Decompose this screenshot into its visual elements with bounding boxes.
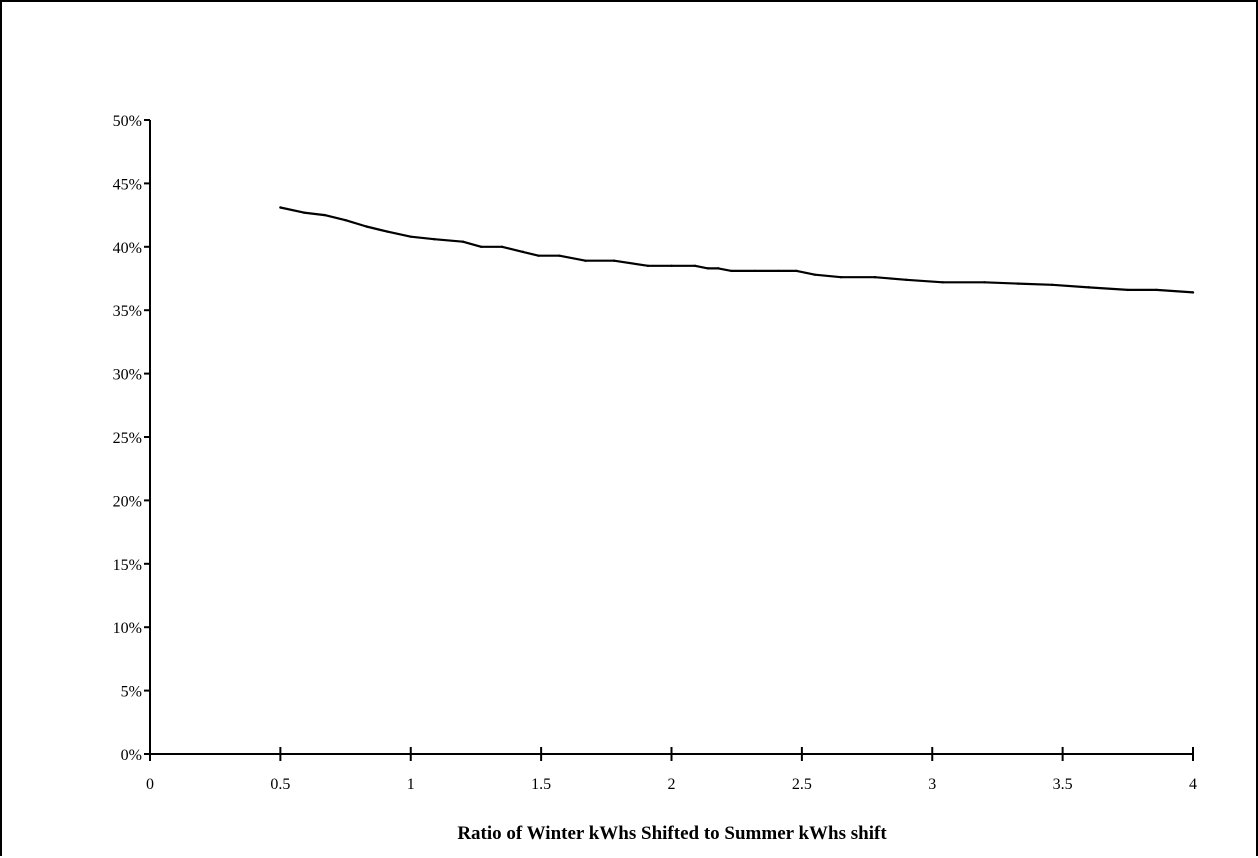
axes xyxy=(149,120,1193,755)
y-tick-label: 50% xyxy=(113,113,142,130)
data-point xyxy=(584,259,587,262)
data-point xyxy=(706,267,710,270)
y-tick-label: 25% xyxy=(113,430,142,447)
series-line xyxy=(280,206,1194,294)
data-point xyxy=(612,259,616,262)
data-point xyxy=(646,264,650,268)
data-point xyxy=(479,245,483,248)
data-point xyxy=(323,213,326,217)
y-tick-label: 40% xyxy=(113,240,142,257)
data-point xyxy=(365,225,368,228)
data-point xyxy=(1050,283,1054,287)
x-tick-label: 4 xyxy=(1189,776,1197,793)
data-point xyxy=(839,276,843,279)
data-point xyxy=(409,235,412,238)
data-point xyxy=(302,211,306,214)
data-point xyxy=(1191,291,1195,294)
y-tick-label: 35% xyxy=(113,303,142,320)
data-point xyxy=(279,206,282,209)
x-tick-label: 3 xyxy=(928,776,936,793)
data-point xyxy=(693,264,697,268)
data-point xyxy=(717,267,720,270)
y-tick-label: 10% xyxy=(113,620,142,637)
x-tick-label: 2.5 xyxy=(792,776,812,793)
data-point xyxy=(386,230,389,233)
data-point xyxy=(1017,282,1020,285)
data-point xyxy=(777,269,780,273)
data-point xyxy=(537,254,540,257)
y-tick-label: 45% xyxy=(113,176,142,193)
y-tick-label: 0% xyxy=(121,747,142,764)
x-tick-label: 0.5 xyxy=(270,776,290,793)
x-tick-label: 1 xyxy=(407,776,415,793)
data-point xyxy=(1126,288,1130,292)
data-point xyxy=(813,273,817,276)
y-tick-label: 20% xyxy=(113,493,142,510)
x-tick-label: 0 xyxy=(146,776,154,793)
data-point xyxy=(670,264,673,268)
x-tick-label: 3.5 xyxy=(1053,776,1073,793)
data-point xyxy=(873,276,877,279)
data-point xyxy=(500,245,504,248)
data-point xyxy=(461,240,465,243)
data-point xyxy=(1155,288,1158,292)
data-point xyxy=(344,218,347,222)
data-point xyxy=(753,269,757,273)
data-point xyxy=(904,278,908,281)
series-group xyxy=(279,206,1195,294)
data-point xyxy=(941,281,944,284)
tick-marks xyxy=(144,119,1194,761)
y-tick-label: 15% xyxy=(113,557,142,574)
data-point xyxy=(730,269,733,273)
data-point xyxy=(1087,286,1090,289)
x-tick-label: 1.5 xyxy=(531,776,551,793)
data-point xyxy=(983,281,986,284)
data-point xyxy=(521,250,525,254)
data-point xyxy=(433,237,436,241)
data-point xyxy=(558,254,561,257)
data-point xyxy=(795,269,798,273)
x-tick-label: 2 xyxy=(668,776,676,793)
y-tick-label: 30% xyxy=(113,367,142,384)
tick-labels: 0% 5% 10% 15% 20% 25% 30% 35% 40% 45% 50% 0 0.5 1 1.5 2… xyxy=(113,113,1197,793)
x-axis-title: Ratio of Winter kWhs Shifted to Summer k… xyxy=(457,823,887,844)
y-tick-label: 5% xyxy=(121,684,142,701)
